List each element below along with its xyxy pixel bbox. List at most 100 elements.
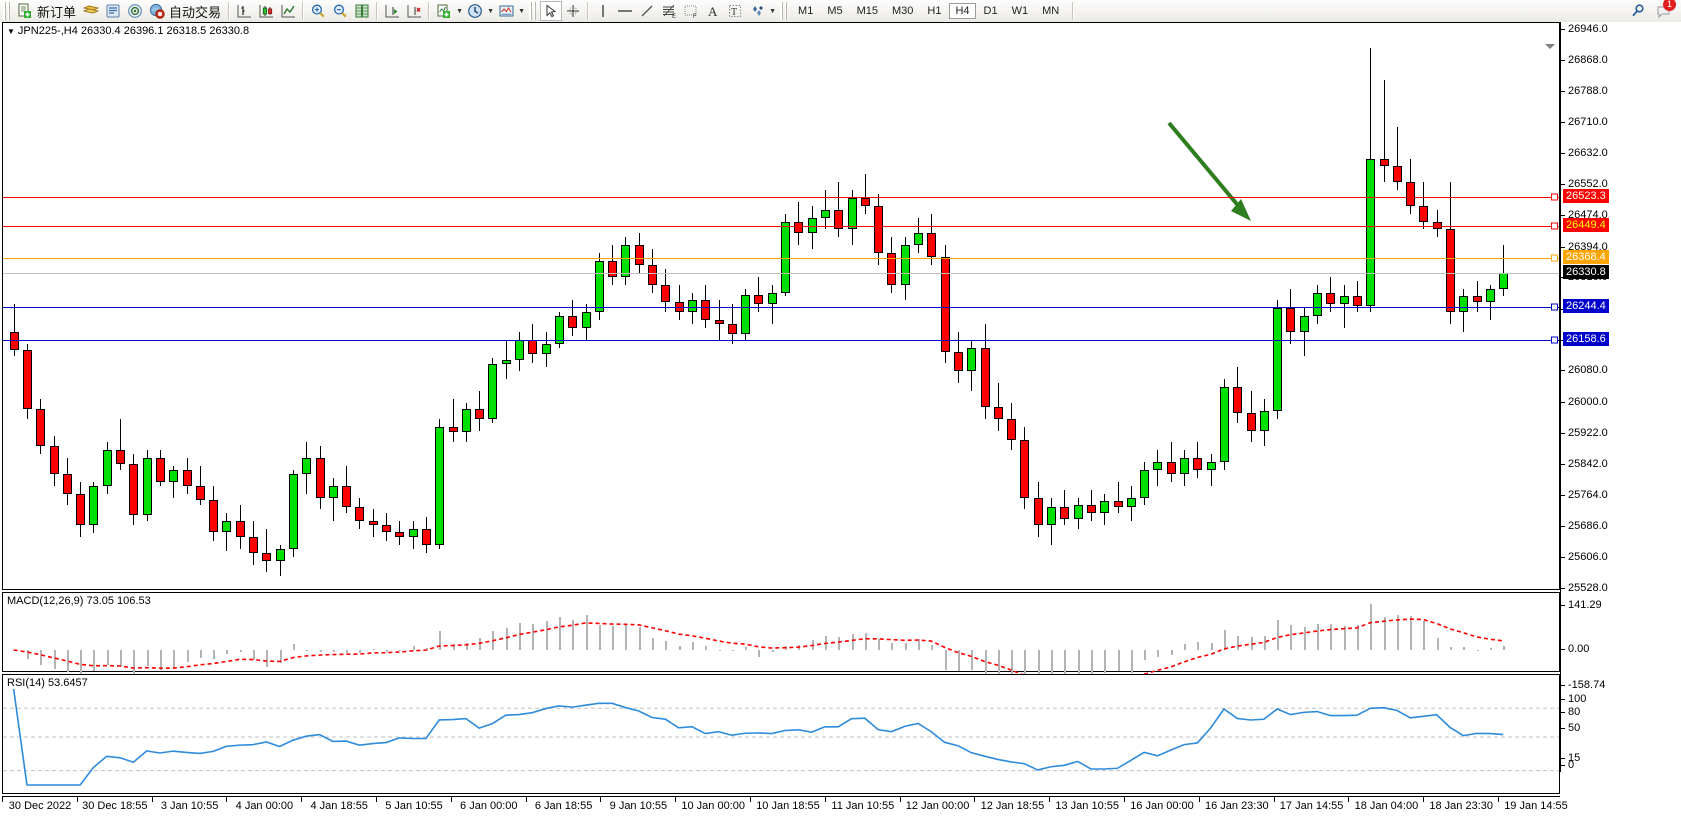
trend-arrow-annotation[interactable]: [3, 23, 1559, 589]
candle-body: [155, 458, 165, 482]
templates-dropdown-caret[interactable]: ▼: [518, 7, 525, 15]
collapse-arrow-icon[interactable]: [1545, 44, 1555, 49]
navigator-icon[interactable]: [124, 1, 146, 21]
chart-dropdown-arrow[interactable]: ▼: [7, 26, 15, 36]
timeframe-h1[interactable]: H1: [927, 5, 942, 17]
macd-panel[interactable]: MACD(12,26,9) 73.05 106.53: [2, 592, 1560, 695]
price-level-tag-resistance-1[interactable]: 26449.4: [1563, 217, 1609, 232]
price-level-tag-support-2[interactable]: 26158.6: [1563, 332, 1609, 347]
candle-body: [1086, 505, 1096, 514]
time-tick-label: 17 Jan 14:55: [1279, 800, 1344, 812]
folder-icon[interactable]: [80, 1, 102, 21]
period-icon[interactable]: [464, 1, 486, 21]
cursor-icon[interactable]: [540, 1, 563, 21]
tile-windows-icon[interactable]: [351, 1, 373, 21]
timeframe-m5[interactable]: M5: [827, 5, 843, 17]
price-level-tag-ask-line[interactable]: 26330.8: [1563, 264, 1609, 279]
fibonacci-icon[interactable]: E: [658, 1, 680, 21]
level-line-resistance-2[interactable]: [3, 196, 1559, 198]
text-icon[interactable]: A: [702, 1, 724, 21]
horizontal-line-icon[interactable]: [614, 1, 636, 21]
toolbar-separator-1: [228, 2, 231, 20]
candle-body: [834, 209, 844, 230]
timeframe-mn[interactable]: MN: [1042, 5, 1060, 17]
time-tick-label: 30 Dec 2022: [8, 800, 72, 812]
notification-icon[interactable]: 1: [1653, 0, 1676, 21]
timeframe-h4[interactable]: H4: [949, 3, 976, 19]
macd-bar: [1463, 647, 1465, 650]
candle-body: [1166, 462, 1176, 474]
time-tick: [1049, 797, 1050, 802]
macd-bar: [439, 631, 441, 650]
price-level-tag-resistance-2[interactable]: 26523.3: [1563, 188, 1609, 203]
timeframe-m1[interactable]: M1: [798, 5, 814, 17]
level-line-ask-line[interactable]: [3, 272, 1559, 274]
terminal-icon[interactable]: [102, 1, 124, 21]
level-handle-resistance-1[interactable]: [1551, 222, 1558, 230]
level-handle-resistance-2[interactable]: [1551, 193, 1558, 201]
period-dropdown-caret[interactable]: ▼: [487, 7, 494, 15]
macd-bar: [1184, 644, 1186, 650]
level-line-support-1[interactable]: [3, 306, 1559, 308]
zoom-out-icon[interactable]: [329, 1, 351, 21]
new-order-icon[interactable]: [14, 1, 36, 21]
candle-body: [1485, 288, 1495, 303]
timeframe-d1[interactable]: D1: [983, 5, 998, 17]
macd-bar: [506, 627, 508, 650]
price-level-tag-bid-line[interactable]: 26368.4: [1563, 249, 1609, 264]
timeframe-m15[interactable]: M15: [856, 5, 878, 17]
crosshair-icon[interactable]: [562, 1, 584, 21]
price-axis[interactable]: 26946.0 26868.0 26788.0 26710.0 26632.0 26552…: [1560, 22, 1681, 772]
candle-body: [993, 406, 1003, 419]
timeframe-m30[interactable]: M30: [892, 5, 914, 17]
price-tick-label: 26788.0: [1568, 85, 1608, 98]
price-tick-label: 26552.0: [1568, 178, 1608, 191]
shapes-icon[interactable]: [746, 1, 768, 21]
level-line-support-2[interactable]: [3, 340, 1559, 342]
auto-scroll-icon[interactable]: [403, 1, 425, 21]
templates-icon[interactable]: [495, 1, 517, 21]
rsi-panel[interactable]: RSI(14) 53.6457: [2, 674, 1560, 794]
level-handle-support-1[interactable]: [1551, 303, 1558, 311]
shift-end-icon[interactable]: [381, 1, 403, 21]
trendline-icon[interactable]: [636, 1, 658, 21]
chart-area[interactable]: ▼ JPN225-,H4 26330.4 26396.1 26318.5 2633…: [0, 22, 1681, 823]
time-tick: [750, 797, 751, 802]
price-tick: [1561, 464, 1565, 466]
candle-wick: [998, 383, 999, 431]
price-level-tag-support-1[interactable]: 26244.4: [1563, 298, 1609, 313]
price-tick-label: 25686.0: [1568, 519, 1608, 532]
level-line-bid-line[interactable]: [3, 257, 1559, 259]
rsi-tick: [1561, 712, 1565, 713]
level-handle-support-2[interactable]: [1551, 336, 1558, 344]
time-tick: [526, 797, 527, 802]
toolbar-grip[interactable]: [3, 2, 11, 20]
macd-bar: [931, 644, 933, 650]
toolbar-grip-3[interactable]: [780, 2, 789, 20]
zoom-in-icon[interactable]: [307, 1, 329, 21]
indicators-dropdown-caret[interactable]: ▼: [456, 7, 463, 15]
vertical-line-icon[interactable]: [592, 1, 614, 21]
shapes-dropdown-caret[interactable]: ▼: [769, 7, 776, 15]
level-line-resistance-1[interactable]: [3, 225, 1559, 227]
timeframe-w1[interactable]: W1: [1011, 5, 1029, 17]
line-chart-icon[interactable]: [277, 1, 299, 21]
macd-bar: [426, 647, 428, 650]
macd-bar: [399, 650, 401, 651]
toolbar-grip-2[interactable]: [529, 2, 538, 20]
channel-icon[interactable]: F: [680, 1, 702, 21]
price-tick: [1561, 122, 1565, 124]
indicators-icon[interactable]: [433, 1, 455, 21]
time-tick: [451, 797, 452, 802]
price-chart-panel[interactable]: ▼ JPN225-,H4 26330.4 26396.1 26318.5 2633…: [2, 22, 1560, 590]
macd-bar: [1384, 616, 1386, 650]
search-icon[interactable]: [1627, 1, 1649, 21]
price-tick-label: 26868.0: [1568, 53, 1608, 66]
bar-chart-icon[interactable]: [233, 1, 255, 21]
macd-tick: [1561, 605, 1565, 606]
level-handle-bid-line[interactable]: [1551, 254, 1558, 262]
autotrading-icon[interactable]: [146, 1, 168, 21]
text-label-icon[interactable]: T: [724, 1, 746, 21]
candlestick-chart-icon[interactable]: [255, 1, 277, 21]
time-axis[interactable]: 30 Dec 2022 30 Dec 18:55 3 Jan 10:55 4 Jan …: [2, 796, 1568, 820]
